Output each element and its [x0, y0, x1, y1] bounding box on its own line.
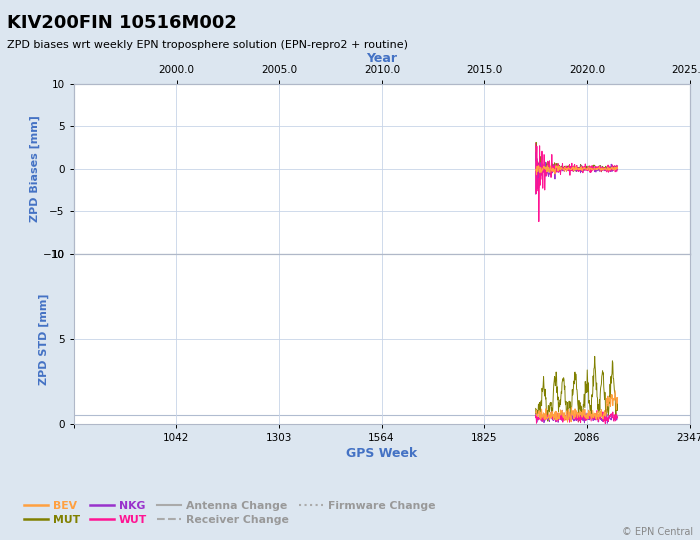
X-axis label: Year: Year: [366, 52, 397, 65]
Y-axis label: ZPD STD [mm]: ZPD STD [mm]: [38, 293, 48, 384]
Text: © EPN Central: © EPN Central: [622, 527, 693, 537]
X-axis label: GPS Week: GPS Week: [346, 447, 417, 460]
Legend: BEV, MUT, NKG, WUT, Antenna Change, Receiver Change, Firmware Change: BEV, MUT, NKG, WUT, Antenna Change, Rece…: [20, 497, 440, 529]
Y-axis label: ZPD Biases [mm]: ZPD Biases [mm]: [29, 116, 40, 222]
Text: KIV200FIN 10516M002: KIV200FIN 10516M002: [7, 14, 237, 31]
Text: ZPD biases wrt weekly EPN troposphere solution (EPN-repro2 + routine): ZPD biases wrt weekly EPN troposphere so…: [7, 40, 408, 51]
